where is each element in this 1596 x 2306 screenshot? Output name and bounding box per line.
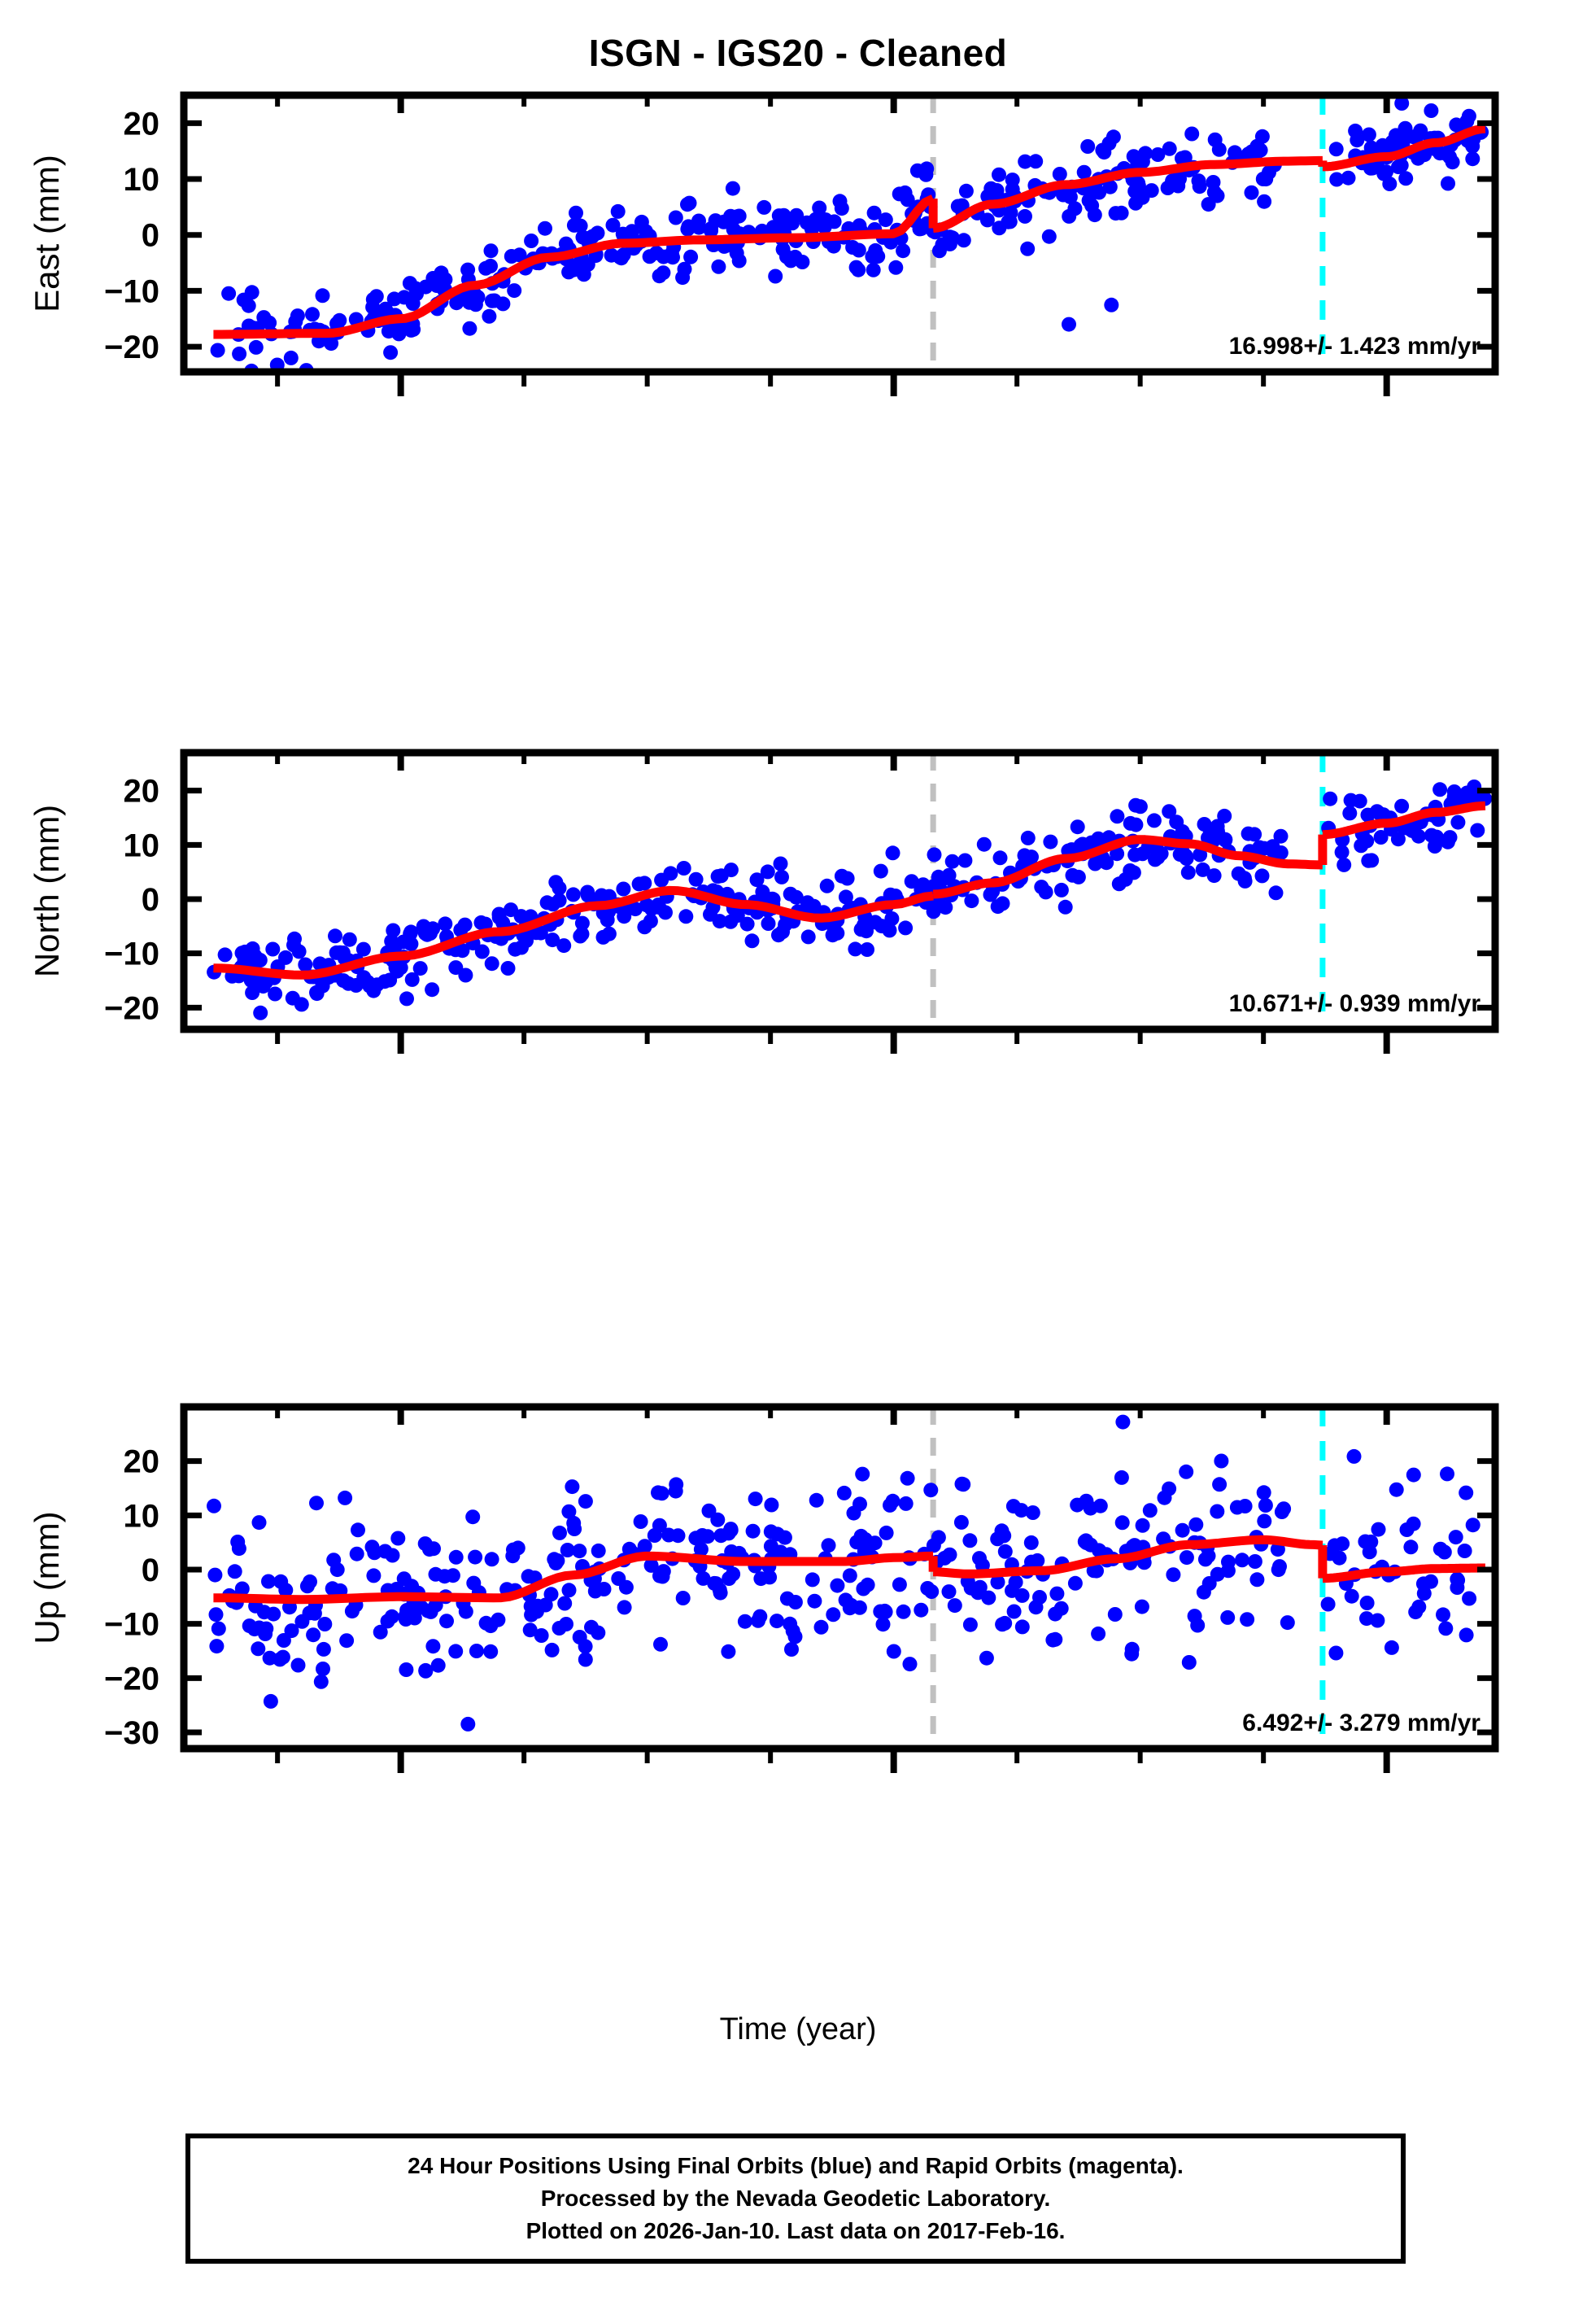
model-trend-line (213, 1535, 1489, 1605)
panel-east: 20 10 0 −10 −20 201520162017 East (mm) 16.998+/… (0, 49, 1596, 421)
panel-north: 20 10 0 −10 −20 201520162017 North (mm) 10.671+… (0, 706, 1596, 1079)
y-tick-label: −20 (104, 330, 159, 365)
y-tick-label: −10 (104, 273, 159, 309)
y-tick-label: 10 (124, 162, 160, 198)
x-axis-title: Time (year) (719, 2012, 877, 2046)
y-tick-label: 20 (124, 106, 160, 142)
y-axis-ticks: 20 10 0 −10 −20 (104, 106, 1495, 365)
y-tick-label: −10 (104, 1607, 159, 1643)
x-axis-ticks: 201520162017 (275, 1407, 1390, 1773)
x-axis-ticks: 201520162017 (275, 753, 1390, 1054)
y-tick-label: 10 (124, 828, 160, 863)
figure-caption-box: 24 Hour Positions Using Final Orbits (bl… (185, 2133, 1406, 2264)
y-axis-title: East (mm) (28, 155, 66, 312)
y-tick-label: 0 (142, 218, 159, 254)
y-tick-label: −20 (104, 990, 159, 1026)
model-trend-line (213, 801, 1489, 980)
rate-annotation: 10.671+/- 0.939 mm/yr (1229, 990, 1481, 1017)
plot-frame (180, 1403, 1499, 1753)
y-tick-label: −20 (104, 1661, 159, 1697)
page-title: ISGN - IGS20 - Cleaned (588, 32, 1008, 74)
y-tick-label: 10 (124, 1498, 160, 1534)
y-tick-label: 20 (124, 774, 160, 810)
model-trend-line (213, 124, 1489, 339)
chart-north: 20 10 0 −10 −20 201520162017 North (mm) 10.671+… (28, 749, 1499, 1054)
y-tick-label: 20 (124, 1444, 160, 1480)
y-tick-label: 0 (142, 1553, 159, 1588)
y-axis-title: North (mm) (28, 805, 66, 977)
caption-line-1: 24 Hour Positions Using Final Orbits (bl… (408, 2153, 1184, 2179)
y-tick-label: −30 (104, 1715, 159, 1751)
y-axis-ticks: 20 10 0 −10 −20 −30 (104, 1444, 1495, 1751)
x-axis-ticks: 201520162017 (275, 95, 1390, 396)
panel-up: 20 10 0 −10 −20 −30 201520162017 Up (mm) 6.492+/… (0, 1360, 1596, 1798)
chart-east: 20 10 0 −10 −20 201520162017 East (mm) 16.998+/… (28, 91, 1499, 396)
y-tick-label: 0 (142, 882, 159, 918)
data-points (207, 1414, 1480, 1732)
data-points (207, 780, 1493, 1020)
rate-annotation: 6.492+/- 3.279 mm/yr (1242, 1710, 1480, 1736)
caption-line-3: Plotted on 2026-Jan-10. Last data on 201… (525, 2217, 1066, 2243)
plot-frame (180, 749, 1499, 1033)
chart-up: 20 10 0 −10 −20 −30 201520162017 Up (mm) 6.492+/… (28, 1403, 1499, 1773)
y-axis-title: Up (mm) (28, 1511, 66, 1644)
rate-annotation: 16.998+/- 1.423 mm/yr (1229, 333, 1481, 360)
y-axis-ticks: 20 10 0 −10 −20 (104, 774, 1495, 1026)
y-tick-label: −10 (104, 937, 159, 972)
caption-line-2: Processed by the Nevada Geodetic Laborat… (540, 2186, 1051, 2212)
